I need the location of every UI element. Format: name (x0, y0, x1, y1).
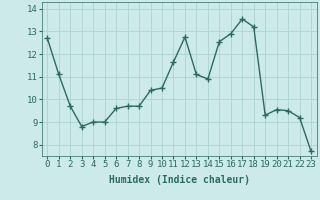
X-axis label: Humidex (Indice chaleur): Humidex (Indice chaleur) (109, 175, 250, 185)
